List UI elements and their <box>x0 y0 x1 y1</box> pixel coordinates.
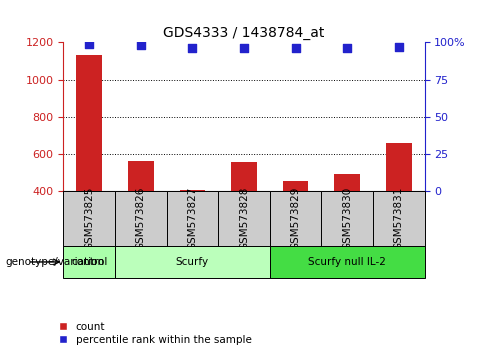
Bar <box>283 181 308 266</box>
Text: GSM573828: GSM573828 <box>239 187 249 250</box>
Point <box>240 46 248 51</box>
Text: genotype/variation: genotype/variation <box>5 257 104 267</box>
Point <box>343 46 351 51</box>
Bar <box>322 191 373 246</box>
Bar <box>115 191 166 246</box>
Bar <box>63 191 115 246</box>
Bar <box>115 246 270 278</box>
Bar <box>218 191 270 246</box>
Point <box>85 41 93 47</box>
Bar <box>180 190 205 266</box>
Point <box>188 46 196 51</box>
Point <box>395 44 403 50</box>
Bar <box>373 191 425 246</box>
Bar <box>128 161 154 266</box>
Legend: count, percentile rank within the sample: count, percentile rank within the sample <box>59 322 251 345</box>
Point <box>292 46 300 51</box>
Text: Scurfy: Scurfy <box>176 257 209 267</box>
Bar <box>63 246 115 278</box>
Point <box>137 42 145 48</box>
Text: GSM573829: GSM573829 <box>290 187 301 250</box>
Text: GSM573831: GSM573831 <box>394 187 404 250</box>
Bar <box>386 143 412 266</box>
Text: control: control <box>71 257 107 267</box>
Title: GDS4333 / 1438784_at: GDS4333 / 1438784_at <box>163 26 325 40</box>
Text: GSM573830: GSM573830 <box>342 187 352 250</box>
Text: GSM573825: GSM573825 <box>84 187 94 250</box>
Text: GSM573826: GSM573826 <box>136 187 146 250</box>
Bar <box>231 162 257 266</box>
Text: Scurfy null IL-2: Scurfy null IL-2 <box>308 257 386 267</box>
Bar <box>334 173 360 266</box>
Bar <box>270 246 425 278</box>
Bar <box>166 191 218 246</box>
Bar <box>270 191 322 246</box>
Text: GSM573827: GSM573827 <box>187 187 198 250</box>
Bar <box>76 56 102 266</box>
